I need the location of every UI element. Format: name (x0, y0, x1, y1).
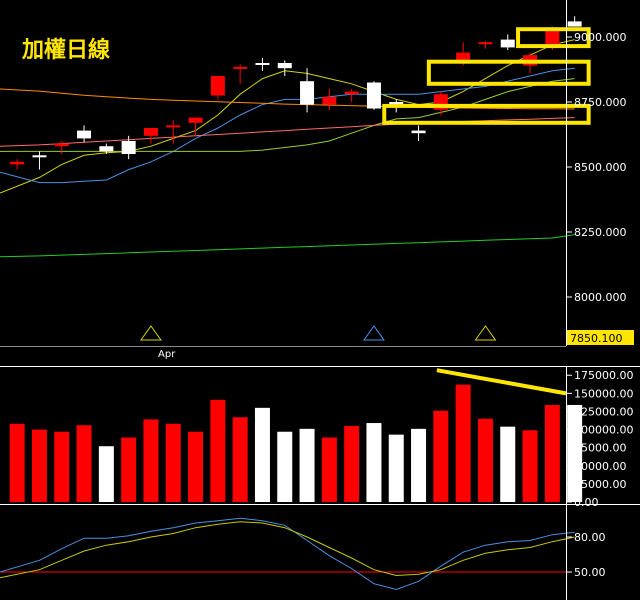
volume-tick-label: 125000.00 (574, 405, 634, 418)
price-tick-label: 8500.000 (574, 161, 627, 174)
volume-bars[interactable] (9, 384, 583, 502)
volume-bar (76, 425, 92, 502)
volume-tick-label: 75000.00 (574, 442, 627, 455)
volume-trend-line-stroke (436, 368, 567, 396)
candle-body (500, 39, 515, 48)
ma-line-4 (0, 88, 575, 110)
candle-body (54, 143, 69, 147)
candle-body (567, 21, 582, 27)
d-line (0, 521, 575, 579)
volume-bar (98, 446, 114, 502)
candle-body (233, 66, 248, 69)
volume-bar (344, 425, 360, 502)
volume-tick-label: 25000.00 (574, 478, 627, 491)
volume-axis-divider (566, 366, 567, 504)
candle-body (411, 130, 426, 134)
highlight-boxes (382, 27, 591, 125)
kd-tick-label: 80.00 (574, 531, 606, 544)
volume-tick-label: 100000.00 (574, 424, 634, 437)
volume-bar (188, 431, 204, 502)
kd-axis-divider (566, 504, 567, 600)
k-line (0, 517, 575, 591)
volume-bar (232, 417, 248, 502)
triangle-marker-2 (362, 325, 385, 341)
volume-tick-label: 50000.00 (574, 460, 627, 473)
candle-body (143, 128, 158, 136)
volume-tick-label: 175000.00 (574, 369, 634, 382)
price-tick-label: 8000.000 (574, 291, 627, 304)
volume-bar (210, 399, 226, 502)
candle-body (32, 155, 47, 158)
highlight-box-1 (516, 27, 591, 49)
volume-bar (366, 423, 382, 502)
volume-bar (31, 429, 47, 502)
volume-tick-label: 150000.00 (574, 387, 634, 400)
current-price-box (567, 330, 634, 345)
ma-line-2 (0, 67, 575, 184)
volume-axis-ticks: 175000.00 150000.00 125000.00 100000.00 7500… (566, 369, 634, 509)
volume-bar (411, 428, 427, 502)
candle-body (456, 52, 471, 63)
volume-panel-border (0, 366, 640, 367)
volume-bar (477, 418, 493, 502)
volume-bar (455, 384, 471, 502)
price-panel[interactable] (0, 16, 591, 341)
candle-body (77, 130, 92, 139)
candle-body (300, 81, 315, 105)
candle-body (121, 141, 136, 154)
candle-body (255, 63, 270, 65)
highlight-box-2 (426, 59, 591, 86)
candle-body (322, 96, 337, 105)
candle-body (166, 125, 181, 128)
ma-line-6 (0, 234, 575, 258)
kd-panel-border (0, 504, 640, 505)
candle-body (210, 76, 225, 96)
price-tick-label: 9000.000 (574, 31, 627, 44)
price-tick-label: 8250.000 (574, 226, 627, 239)
candle-body (545, 29, 560, 48)
kd-tick-label: 50.00 (574, 566, 606, 579)
triangle-marker-1 (139, 325, 162, 341)
volume-bar (299, 428, 315, 502)
triangle-markers (139, 325, 497, 341)
volume-tick-label: 0.00 (574, 496, 599, 509)
candle-body (277, 63, 292, 69)
candle-body (99, 146, 114, 152)
current-price-label: 7850.100 (570, 332, 623, 345)
volume-bar (254, 407, 270, 502)
volume-bar (522, 430, 538, 502)
volume-bar (321, 437, 337, 502)
volume-bar (388, 434, 404, 502)
chart-title: 加權日線 (22, 38, 111, 63)
volume-bar (500, 426, 516, 502)
candle-body (366, 82, 381, 109)
date-axis-tick-apr: Apr (158, 349, 176, 360)
kd-indicator-lines[interactable] (0, 517, 575, 591)
volume-bar (277, 431, 293, 502)
price-axis-ticks: 9000.000 8750.000 8500.000 8250.000 8000.000 (566, 31, 627, 304)
price-tick-label: 8750.000 (574, 96, 627, 109)
candle-body (478, 42, 493, 45)
volume-bar (143, 419, 159, 502)
kd-axis-ticks: 80.00 50.00 (566, 531, 606, 579)
date-axis-top-line (0, 346, 566, 347)
triangle-marker-3 (474, 325, 497, 341)
volume-trend-line (436, 368, 567, 396)
candle-body (188, 117, 203, 123)
volume-bar (433, 410, 449, 502)
volume-bar (54, 431, 70, 502)
volume-bar (544, 404, 560, 502)
ma-line-1 (0, 39, 575, 194)
volume-bar (121, 437, 137, 502)
candle-body (10, 161, 25, 165)
price-axis-divider (566, 0, 567, 346)
volume-bar (9, 423, 25, 502)
candle-body (344, 91, 359, 95)
volume-bar (165, 423, 181, 502)
highlight-box-3 (382, 103, 591, 125)
